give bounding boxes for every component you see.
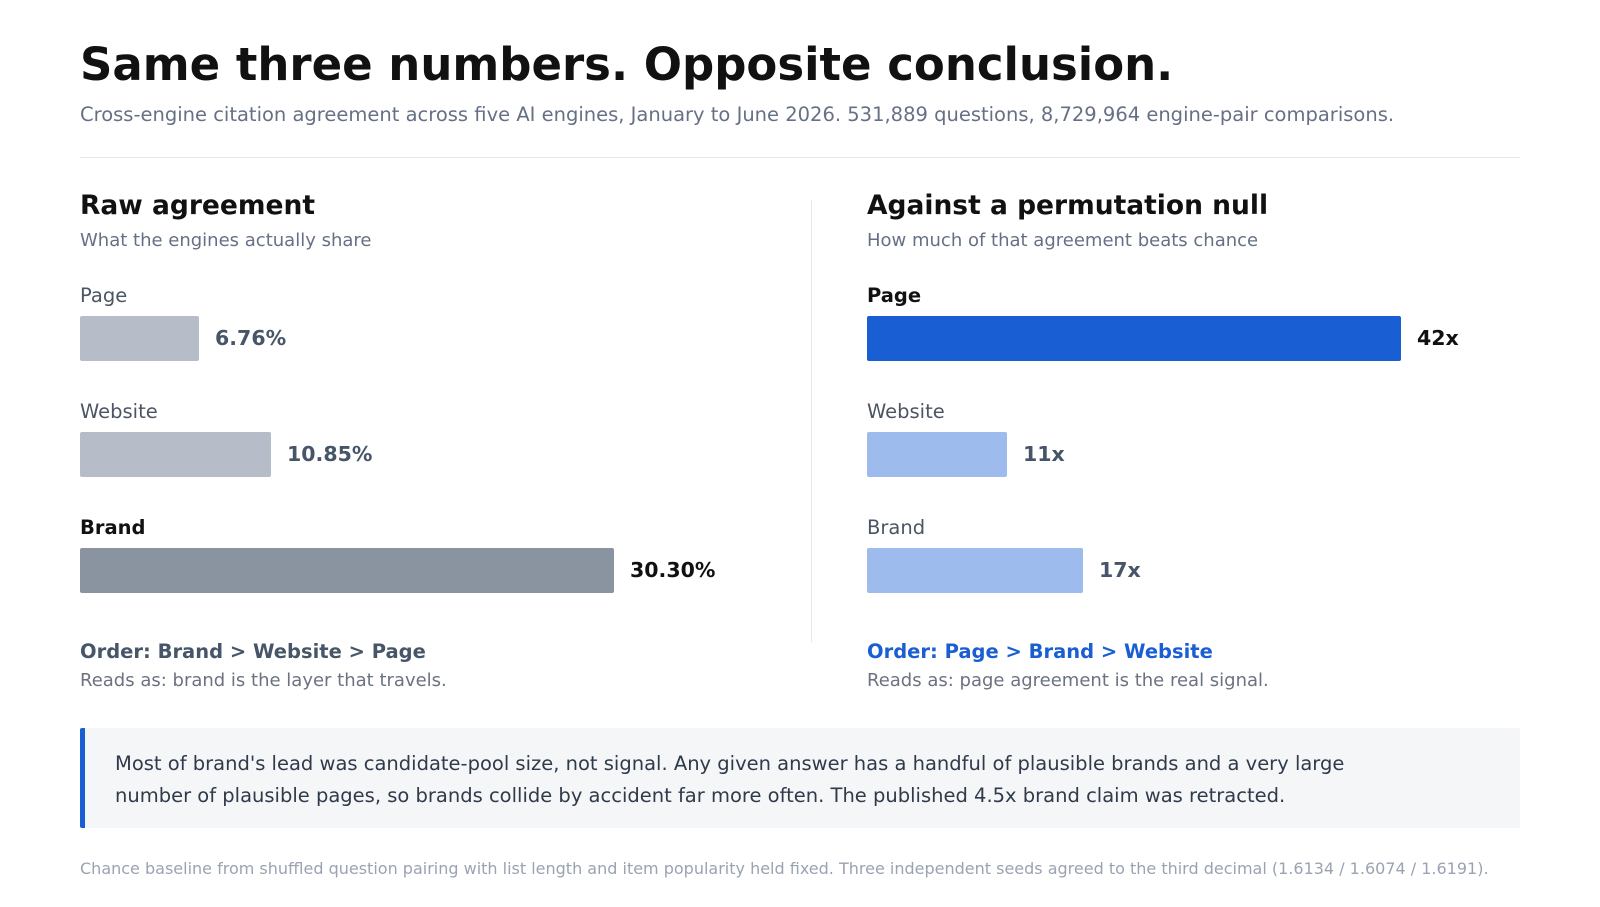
raw-agreement-subtitle: What the engines actually share [80,230,372,251]
null-bar-website [867,432,1007,477]
permutation-null-panel: Against a permutation null How much of t… [867,190,1567,710]
null-category-label-brand: Brand [867,516,926,539]
raw-bar-website [80,432,271,477]
raw-reads-as: Reads as: brand is the layer that travel… [80,670,447,691]
null-category-label-website: Website [867,400,945,423]
permutation-null-bars: Page 42x Website 11x Brand 17x [867,190,1567,610]
raw-bar-page [80,316,199,361]
null-order-summary: Order: Page > Brand > Website [867,640,1213,663]
raw-agreement-bars: Page 6.76% Website 10.85% Brand 30.30% [80,190,780,610]
retraction-callout: Most of brand's lead was candidate-pool … [80,728,1520,828]
null-bar-page [867,316,1401,361]
methodology-footnote: Chance baseline from shuffled question p… [80,859,1489,878]
page-title: Same three numbers. Opposite conclusion. [80,38,1174,91]
header-divider [80,157,1520,158]
raw-agreement-panel: Raw agreement What the engines actually … [80,190,780,710]
raw-bar-brand [80,548,614,593]
raw-value-label-brand: 30.30% [630,558,716,582]
raw-order-summary: Order: Brand > Website > Page [80,640,426,663]
raw-value-label-website: 10.85% [287,442,373,466]
page-subtitle: Cross-engine citation agreement across f… [80,103,1395,126]
raw-value-label-page: 6.76% [215,326,287,350]
raw-category-label-brand: Brand [80,516,146,539]
null-value-label-page: 42x [1417,326,1459,350]
null-category-label-page: Page [867,284,922,307]
permutation-null-title: Against a permutation null [867,190,1269,221]
null-reads-as: Reads as: page agreement is the real sig… [867,670,1269,691]
null-value-label-website: 11x [1023,442,1065,466]
raw-category-label-website: Website [80,400,158,423]
raw-category-label-page: Page [80,284,128,307]
permutation-null-subtitle: How much of that agreement beats chance [867,230,1259,251]
raw-agreement-title: Raw agreement [80,190,315,221]
null-value-label-brand: 17x [1099,558,1141,582]
panel-divider [811,200,812,642]
callout-text: Most of brand's lead was candidate-pool … [115,752,1345,807]
null-bar-brand [867,548,1083,593]
